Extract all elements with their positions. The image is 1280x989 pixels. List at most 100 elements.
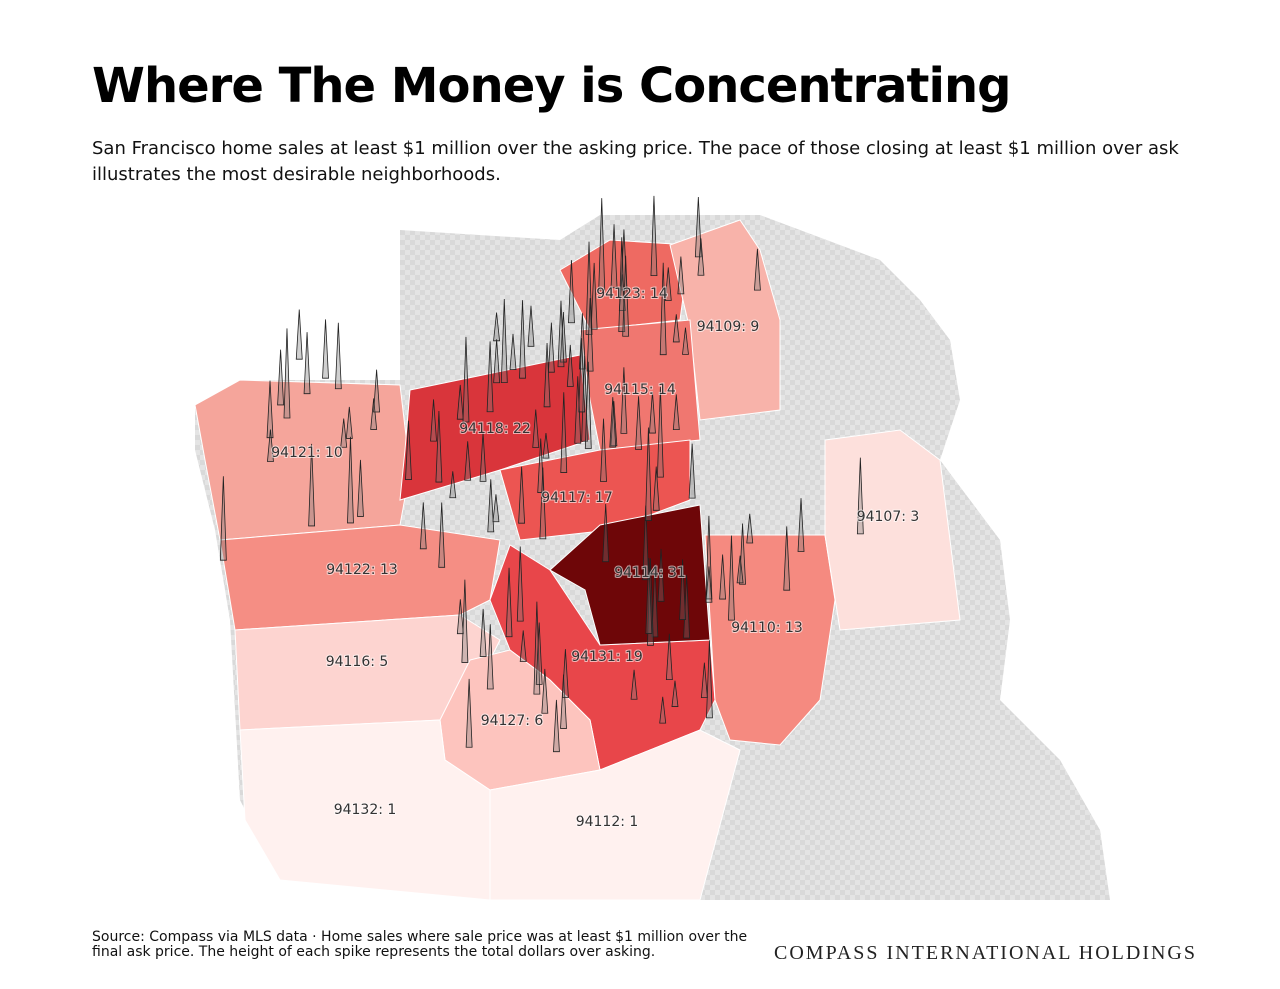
spike bbox=[656, 387, 664, 478]
region bbox=[489, 729, 741, 901]
brand: COMPASS INTERNATIONAL HOLDINGS bbox=[774, 942, 1197, 964]
region bbox=[824, 429, 961, 631]
spike bbox=[334, 322, 342, 390]
spike bbox=[509, 333, 517, 371]
spike bbox=[635, 396, 642, 450]
spike bbox=[340, 418, 348, 448]
spike bbox=[277, 349, 285, 406]
spike bbox=[532, 409, 540, 448]
zip-label: 94123: 14 bbox=[596, 286, 668, 302]
spike bbox=[728, 535, 735, 621]
spike bbox=[487, 479, 495, 533]
spike bbox=[649, 391, 656, 434]
title: Where The Money is Concentrating bbox=[92, 58, 1011, 114]
spike bbox=[267, 429, 274, 462]
spike bbox=[856, 457, 864, 535]
spike bbox=[486, 624, 494, 690]
spike bbox=[610, 224, 618, 289]
zip-label: 94110: 13 bbox=[731, 620, 803, 636]
spikes bbox=[219, 195, 864, 753]
spike bbox=[347, 436, 354, 524]
spike bbox=[746, 513, 754, 544]
spike bbox=[753, 248, 761, 291]
zip-label: 94115: 14 bbox=[604, 382, 676, 398]
spike bbox=[456, 384, 464, 420]
spike bbox=[739, 523, 746, 585]
spike bbox=[345, 406, 353, 439]
spike bbox=[283, 328, 291, 419]
spike bbox=[505, 567, 513, 638]
spike bbox=[719, 554, 727, 600]
spike bbox=[527, 305, 535, 347]
region bbox=[549, 504, 711, 646]
spike bbox=[679, 559, 686, 620]
spike bbox=[671, 680, 679, 707]
spike bbox=[541, 668, 549, 714]
spike bbox=[560, 674, 567, 729]
spike bbox=[547, 322, 555, 373]
spike bbox=[659, 696, 667, 724]
spike bbox=[652, 466, 660, 511]
spike bbox=[219, 476, 227, 561]
spike bbox=[657, 548, 665, 602]
spike bbox=[543, 342, 551, 408]
spike bbox=[519, 300, 526, 379]
zip-label: 94117: 17 bbox=[541, 490, 613, 506]
zip-label: 94132: 1 bbox=[334, 802, 397, 818]
spike bbox=[322, 319, 329, 379]
spike bbox=[609, 397, 617, 448]
spike bbox=[645, 427, 652, 521]
zip-label: 94127: 6 bbox=[481, 713, 544, 729]
spike bbox=[533, 601, 541, 695]
spike bbox=[435, 411, 443, 483]
spike bbox=[493, 339, 501, 384]
spike bbox=[568, 260, 575, 324]
spike bbox=[456, 599, 464, 635]
spike bbox=[783, 526, 791, 591]
spike bbox=[561, 649, 569, 698]
spike bbox=[560, 392, 568, 473]
spike bbox=[357, 459, 364, 517]
spike bbox=[479, 608, 487, 657]
spike bbox=[373, 369, 381, 413]
spike bbox=[706, 640, 713, 719]
zip-label: 94107: 3 bbox=[857, 509, 920, 525]
spike bbox=[539, 467, 547, 540]
spike bbox=[574, 376, 582, 444]
spike bbox=[295, 309, 303, 360]
spike bbox=[500, 298, 508, 384]
zip-label: 94131: 19 bbox=[571, 649, 643, 665]
spike bbox=[492, 494, 500, 523]
spike bbox=[700, 662, 708, 699]
spike bbox=[590, 262, 598, 330]
spike bbox=[479, 432, 487, 482]
spike bbox=[622, 255, 630, 337]
spike bbox=[598, 198, 606, 291]
spike bbox=[430, 399, 437, 442]
spike bbox=[542, 432, 550, 459]
spike bbox=[677, 256, 685, 295]
spike bbox=[664, 267, 672, 301]
spike bbox=[566, 344, 574, 387]
spike bbox=[602, 503, 610, 563]
spike bbox=[586, 298, 594, 372]
spike bbox=[553, 699, 560, 753]
spike bbox=[672, 314, 680, 343]
spike bbox=[308, 443, 316, 527]
spike bbox=[438, 502, 446, 568]
spike bbox=[600, 418, 607, 482]
spike bbox=[449, 471, 457, 499]
spike bbox=[370, 398, 378, 430]
spike bbox=[303, 332, 311, 395]
spike bbox=[665, 633, 673, 681]
spike bbox=[584, 361, 592, 449]
spike bbox=[630, 669, 638, 700]
zip-label: 94112: 1 bbox=[576, 814, 639, 830]
spike bbox=[694, 196, 702, 258]
labels: 94123: 14 94109: 9 94115: 14 94118: 22 9… bbox=[270, 285, 920, 831]
spike bbox=[518, 466, 526, 524]
spike bbox=[697, 238, 705, 276]
spike bbox=[705, 566, 713, 603]
